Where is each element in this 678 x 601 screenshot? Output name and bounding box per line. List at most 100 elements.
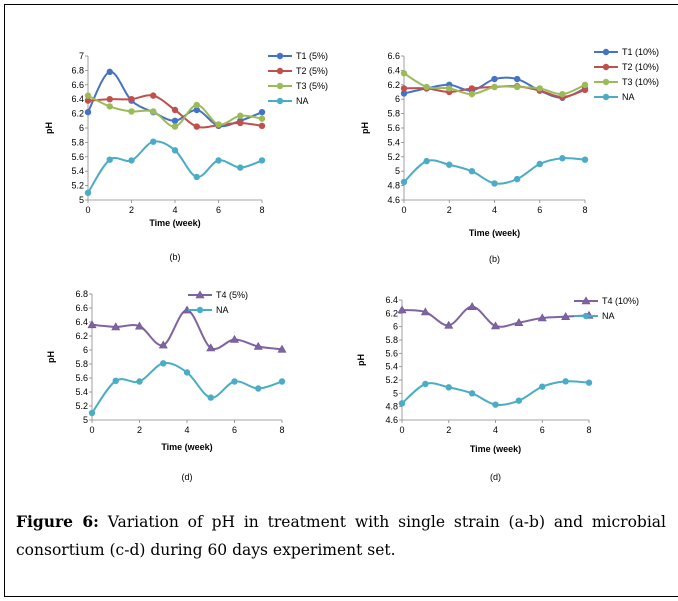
y-tick-label: 6.4 xyxy=(71,94,84,104)
caption-label: Figure 6: xyxy=(16,512,99,531)
data-point xyxy=(237,119,244,127)
data-point xyxy=(253,341,263,350)
y-tick-label: 5.2 xyxy=(387,152,400,162)
x-axis-label: Time (week) xyxy=(149,218,200,228)
legend-label: NA xyxy=(622,92,635,102)
data-point xyxy=(490,321,501,330)
y-tick-label: 5 xyxy=(83,415,88,425)
legend-marker xyxy=(196,306,204,314)
y-tick-label: 5.6 xyxy=(71,152,84,162)
y-tick-label: 6.2 xyxy=(71,109,84,119)
y-tick-label: 6.2 xyxy=(387,80,400,90)
data-point xyxy=(150,108,157,115)
x-tick-label: 6 xyxy=(540,425,545,435)
data-point xyxy=(171,117,179,125)
x-tick-label: 4 xyxy=(184,425,189,435)
y-tick-label: 5.8 xyxy=(75,359,88,369)
data-point xyxy=(87,320,97,329)
data-point xyxy=(171,123,179,130)
data-point xyxy=(128,157,135,164)
legend-label: T4 (5%) xyxy=(216,290,248,300)
x-axis-label: Time (week) xyxy=(470,444,521,454)
chart-a: 5 5.2 5.4 5.6 5.8 6 6.2 6.4 6.6 6.8 7 0 2 4 6 8 Time (we… xyxy=(44,51,328,262)
data-point xyxy=(537,313,547,322)
data-point xyxy=(559,90,566,98)
data-point xyxy=(206,343,216,352)
y-tick-label: 6.4 xyxy=(385,295,398,305)
data-point xyxy=(277,344,287,353)
legend-marker xyxy=(276,52,284,60)
data-point xyxy=(515,397,523,404)
data-point xyxy=(513,83,521,91)
data-point xyxy=(446,161,453,168)
data-point xyxy=(397,305,407,314)
x-tick-label: 6 xyxy=(232,425,237,435)
data-point xyxy=(136,378,143,385)
x-tick-label: 8 xyxy=(582,205,587,215)
y-tick-label: 5.2 xyxy=(75,401,88,411)
legend-marker xyxy=(195,290,205,299)
y-axis-label: pH xyxy=(46,351,56,363)
series-1 xyxy=(398,378,593,408)
y-tick-label: 6.6 xyxy=(71,80,84,90)
data-point xyxy=(84,108,92,116)
data-point xyxy=(539,383,546,390)
panel-label: (b) xyxy=(170,252,181,262)
data-point xyxy=(84,97,92,104)
data-point xyxy=(183,369,191,376)
data-point xyxy=(468,168,476,175)
data-point xyxy=(536,160,543,168)
data-point xyxy=(581,156,589,163)
data-point xyxy=(128,108,135,115)
data-point xyxy=(258,115,266,122)
x-tick-label: 4 xyxy=(493,425,498,435)
data-point xyxy=(581,86,589,94)
y-tick-label: 6 xyxy=(79,123,84,133)
y-tick-label: 5.6 xyxy=(387,123,400,133)
y-tick-label: 5.4 xyxy=(71,166,84,176)
figure-caption: Figure 6: Variation of pH in treatment w… xyxy=(16,508,666,564)
data-point xyxy=(561,312,571,320)
data-point xyxy=(468,90,476,98)
figure-frame xyxy=(4,4,678,597)
data-point xyxy=(536,85,543,92)
x-tick-label: 8 xyxy=(279,425,284,435)
y-tick-label: 4.6 xyxy=(387,195,400,205)
legend-marker xyxy=(602,93,610,101)
data-point xyxy=(193,101,200,109)
y-tick-label: 5 xyxy=(395,166,400,176)
legend-label: T1 (10%) xyxy=(622,47,659,57)
y-tick-label: 6.6 xyxy=(387,51,400,61)
data-point xyxy=(215,121,222,128)
legend-marker xyxy=(581,296,591,305)
legend-marker xyxy=(582,312,590,320)
y-tick-label: 5.2 xyxy=(71,181,84,191)
legend-label: T1 (5%) xyxy=(296,51,328,61)
data-point xyxy=(559,155,566,162)
y-tick-label: 6.2 xyxy=(385,308,398,318)
y-tick-label: 5.4 xyxy=(387,137,400,147)
x-tick-label: 6 xyxy=(537,205,542,215)
data-point xyxy=(258,157,266,164)
x-tick-label: 8 xyxy=(586,425,591,435)
data-point xyxy=(231,378,238,385)
series-line xyxy=(403,157,586,185)
data-point xyxy=(215,157,222,164)
x-tick-label: 2 xyxy=(137,425,142,435)
data-point xyxy=(513,75,521,83)
series-3 xyxy=(84,138,266,196)
data-point xyxy=(420,307,430,316)
data-point xyxy=(112,377,119,384)
legend-label: T4 (10%) xyxy=(602,296,639,306)
y-tick-label: 6.4 xyxy=(75,317,88,327)
data-point xyxy=(106,103,113,110)
y-tick-label: 5.6 xyxy=(385,348,398,358)
y-tick-label: 4.8 xyxy=(387,181,400,191)
data-point xyxy=(468,390,476,397)
chart-c: 5 5.2 5.4 5.6 5.8 6 6.2 6.4 6.6 6.8 0 2 4 6 8 Time (wee… xyxy=(46,289,287,482)
y-tick-label: 6 xyxy=(395,94,400,104)
data-point xyxy=(491,83,498,91)
data-point xyxy=(444,320,454,329)
data-point xyxy=(491,180,498,187)
data-point xyxy=(171,147,179,154)
